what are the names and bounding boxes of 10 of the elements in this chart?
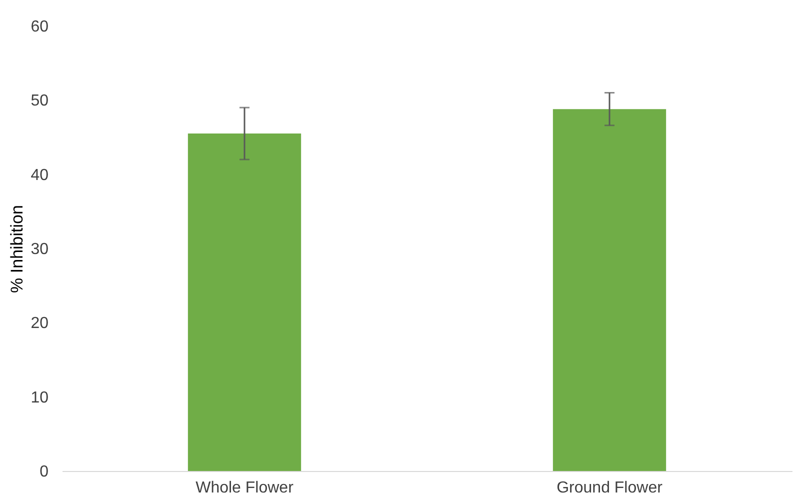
- x-tick-label: Ground Flower: [556, 480, 664, 496]
- y-tick-label: 40: [30, 166, 49, 184]
- y-tick-label: 30: [30, 241, 49, 258]
- y-tick-label: 10: [30, 389, 49, 406]
- y-tick-label: 0: [40, 464, 49, 480]
- y-axis-title: % Inhibition: [8, 205, 27, 293]
- x-tick-label: Whole Flower: [196, 480, 294, 496]
- y-tick-label: 20: [30, 315, 49, 332]
- y-tick-label: 60: [30, 18, 49, 36]
- y-tick-label: 50: [30, 92, 49, 110]
